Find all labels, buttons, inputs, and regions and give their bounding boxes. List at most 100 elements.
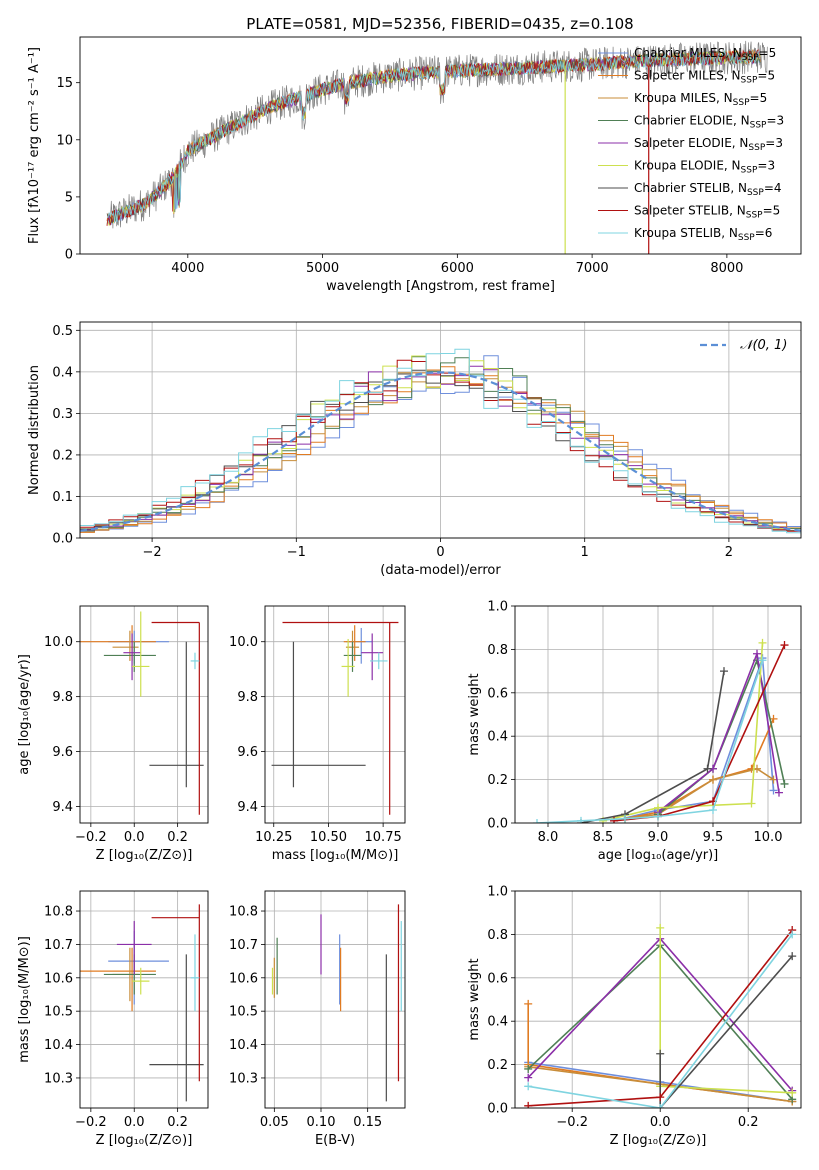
gridlines — [80, 322, 801, 539]
y-tick-label: 0.3 — [52, 407, 73, 422]
x-tick-label: 10.75 — [365, 830, 402, 845]
weight-marker — [656, 923, 665, 932]
y-tick-label: 10.4 — [229, 1038, 258, 1053]
weight-marker — [780, 641, 789, 650]
plot-frame — [264, 890, 406, 1109]
axis-ticks: −0.2 0.0 0.2 9.4 9.6 9.8 10.0 — [44, 635, 188, 845]
x-tick-label: 0.0 — [650, 1115, 671, 1130]
errorbar-point — [132, 967, 150, 995]
gridlines — [80, 606, 208, 823]
weight-series-line — [657, 650, 780, 813]
x-tick-label: −0.2 — [75, 1115, 107, 1130]
x-tick-label: 0.15 — [353, 1115, 382, 1130]
errorbar-point — [361, 633, 384, 681]
y-tick-label: 10.8 — [229, 905, 258, 920]
errorbar-point — [108, 931, 169, 1005]
legend-label: Salpeter MILES, NSSP=5 — [634, 69, 775, 86]
y-tick-label: 10.7 — [229, 938, 258, 953]
y-tick-label: 10.6 — [229, 971, 258, 986]
gridlines — [265, 891, 405, 1108]
weight-marker — [747, 799, 756, 808]
legend-label: Salpeter STELIB, NSSP=5 — [634, 204, 780, 221]
weight-series-line — [657, 657, 786, 815]
errorbar-point — [123, 633, 141, 681]
normal-reference-curve — [80, 371, 801, 532]
errorbar-point — [282, 621, 399, 815]
legend-label-suffix: =3 — [766, 114, 784, 128]
weight-marker — [524, 1082, 533, 1091]
y-tick-label: 10.8 — [44, 905, 73, 920]
y-tick-label: 10 — [56, 133, 73, 148]
x-tick-label: 5000 — [306, 261, 339, 276]
error-bars — [80, 611, 204, 815]
y-tick-label: 10.0 — [229, 635, 258, 650]
x-axis-label: Z [log₁₀(Z/Z⊙)] — [610, 1133, 707, 1148]
y-tick-label: 0.6 — [487, 686, 508, 701]
residuals-panel: −2 −1 0 1 2 0.0 0.1 0.2 0.3 0.4 0.5 (data-model)/er… — [27, 321, 802, 578]
legend-label: Kroupa MILES, NSSP=5 — [634, 91, 767, 108]
x-axis-label: Z [log₁₀(Z/Z⊙)] — [96, 1133, 193, 1148]
legend-label-sub: SSP — [750, 121, 767, 131]
y-axis-label: Flux [fλ10⁻¹⁷ erg cm⁻² s⁻¹ A⁻¹] — [27, 47, 42, 244]
legend-label: Kroupa ELODIE, NSSP=3 — [634, 159, 775, 176]
y-tick-label: 0.2 — [487, 773, 508, 788]
y-axis-label: mass weight — [467, 673, 482, 755]
y-tick-label: 0.0 — [52, 532, 73, 547]
weight-marker — [788, 1088, 797, 1097]
weight-series-line — [602, 642, 764, 822]
y-tick-label: 0.4 — [52, 365, 73, 380]
error-bars — [80, 904, 204, 1102]
y-tick-label: 0.8 — [487, 928, 508, 943]
weight-marker — [788, 930, 797, 939]
x-tick-label: 0.2 — [167, 1115, 188, 1130]
x-axis-label: age [log₁₀(age/yr)] — [598, 848, 719, 863]
legend-label-name: Salpeter MILES, N — [634, 69, 741, 83]
y-tick-label: 10.5 — [229, 1005, 258, 1020]
x-tick-label: −1 — [287, 545, 306, 560]
weight-marker — [656, 1093, 665, 1102]
x-tick-label: −0.2 — [556, 1115, 588, 1130]
legend-label-name: Chabrier STELIB, N — [634, 181, 747, 195]
model-spectrum-line — [106, 49, 761, 224]
histograms — [80, 348, 801, 535]
legend-label-suffix: =3 — [757, 159, 775, 173]
legend-label-sub: SSP — [746, 211, 763, 221]
errorbar-point — [132, 611, 150, 697]
weight-marker — [758, 656, 767, 665]
axis-ticks: −2 −1 0 1 2 0.0 0.1 0.2 0.3 0.4 0.5 — [52, 324, 733, 560]
legend-label-suffix: =5 — [759, 46, 777, 60]
legend-label-sub: SSP — [742, 53, 759, 63]
x-axis-label: mass [log₁₀(M/M⊙)] — [272, 848, 399, 863]
legend-label: Kroupa STELIB, NSSP=6 — [634, 226, 772, 243]
y-tick-label: 5 — [65, 190, 73, 205]
x-tick-label: 6000 — [441, 261, 474, 276]
weight-marker — [656, 1104, 665, 1108]
weight-series-line — [580, 670, 725, 823]
weight-marker — [533, 819, 541, 823]
axis-ticks: −0.2 0.0 0.2 0.0 0.2 0.4 0.6 0.8 1.0 — [487, 885, 758, 1131]
weight-vs-metallicity-panel: −0.2 0.0 0.2 0.0 0.2 0.4 0.6 0.8 1.0 Z [log₁₀(Z/Z… — [467, 885, 802, 1148]
errorbar-point — [341, 638, 355, 697]
figure-title: PLATE=0581, MJD=52356, FIBERID=0435, z=0… — [246, 15, 633, 33]
legend-label-name: Chabrier MILES, N — [634, 46, 742, 60]
x-tick-label: 2 — [725, 545, 733, 560]
weight-marker — [753, 649, 761, 658]
axis-ticks: 0.05 0.10 0.15 10.3 10.4 10.5 10.6 10.7 10.8 — [229, 905, 382, 1130]
x-tick-label: 8.0 — [538, 830, 559, 845]
legend-label-suffix: =5 — [763, 204, 781, 218]
y-axis-label: mass [log₁₀(M/M⊙)] — [17, 936, 32, 1063]
y-tick-label: 10.4 — [44, 1038, 73, 1053]
x-tick-label: 8.5 — [593, 830, 614, 845]
y-tick-label: 9.4 — [237, 800, 258, 815]
x-axis-label: wavelength [Angstrom, rest frame] — [326, 279, 555, 294]
weight-marker — [577, 816, 585, 823]
legend-label-sub: SSP — [741, 76, 758, 86]
errorbar-point — [271, 641, 366, 788]
y-tick-label: 9.4 — [52, 800, 73, 815]
legend-label-sub: SSP — [747, 188, 764, 198]
legend-label-name: Kroupa MILES, N — [634, 91, 733, 105]
plot-frame — [79, 605, 209, 824]
x-tick-label: 0.2 — [738, 1115, 759, 1130]
legend-label: Salpeter ELODIE, NSSP=3 — [634, 136, 783, 153]
